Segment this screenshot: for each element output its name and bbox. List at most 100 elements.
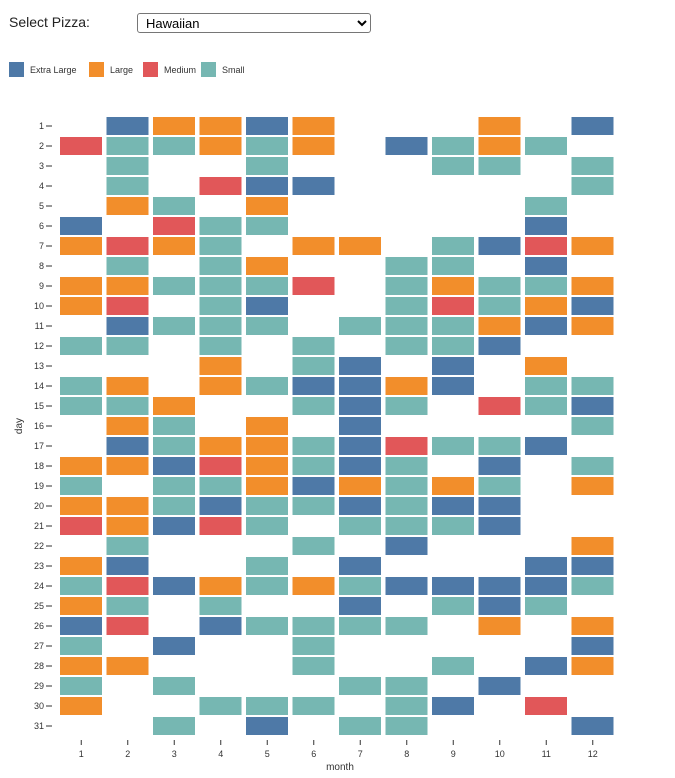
heatmap-cell bbox=[478, 237, 521, 255]
heatmap-cell bbox=[292, 697, 335, 715]
heatmap-cell bbox=[106, 377, 149, 395]
heatmap-cell bbox=[292, 397, 335, 415]
heatmap-cell bbox=[525, 257, 567, 275]
heatmap-cell bbox=[385, 537, 428, 555]
heatmap-cell bbox=[199, 217, 242, 235]
heatmap-cell bbox=[153, 517, 195, 535]
heatmap-cell bbox=[385, 257, 428, 275]
heatmap-cell bbox=[292, 477, 335, 495]
y-tick-label: 14 bbox=[34, 381, 44, 391]
legend-swatch-M bbox=[143, 62, 158, 77]
heatmap-cell bbox=[153, 237, 195, 255]
y-tick-label: 31 bbox=[34, 721, 44, 731]
heatmap-cell bbox=[432, 257, 474, 275]
y-tick-label: 7 bbox=[39, 241, 44, 251]
heatmap-cell bbox=[339, 557, 381, 575]
x-tick-label: 6 bbox=[311, 749, 316, 759]
y-tick-label: 25 bbox=[34, 601, 44, 611]
y-tick-label: 3 bbox=[39, 161, 44, 171]
heatmap-cell bbox=[571, 397, 614, 415]
heatmap-cell bbox=[153, 217, 195, 235]
heatmap-cell bbox=[432, 497, 474, 515]
heatmap-cell bbox=[339, 497, 381, 515]
heatmap-cell bbox=[246, 137, 288, 155]
heatmap-cell bbox=[106, 277, 149, 295]
heatmap-cell bbox=[571, 637, 614, 655]
heatmap-cell bbox=[60, 297, 102, 315]
y-tick-label: 27 bbox=[34, 641, 44, 651]
heatmap-cell bbox=[385, 577, 428, 595]
pizza-select[interactable]: Hawaiian bbox=[137, 13, 371, 33]
heatmap-cell bbox=[246, 197, 288, 215]
heatmap-cell bbox=[525, 197, 567, 215]
y-tick-label: 11 bbox=[35, 321, 44, 331]
heatmap-cell bbox=[60, 637, 102, 655]
legend-label: Medium bbox=[164, 65, 196, 75]
heatmap-cell bbox=[153, 477, 195, 495]
heatmap-cell bbox=[60, 617, 102, 635]
heatmap-cell bbox=[60, 517, 102, 535]
heatmap-cell bbox=[385, 457, 428, 475]
y-tick-label: 6 bbox=[39, 221, 44, 231]
heatmap-cell bbox=[106, 157, 149, 175]
heatmap-cell bbox=[339, 377, 381, 395]
heatmap-cell bbox=[153, 197, 195, 215]
heatmap-cell bbox=[478, 597, 521, 615]
heatmap-cell bbox=[385, 697, 428, 715]
heatmap-cell bbox=[246, 217, 288, 235]
heatmap-cell bbox=[106, 137, 149, 155]
heatmap-cell bbox=[478, 317, 521, 335]
heatmap-cell bbox=[199, 277, 242, 295]
heatmap-cell bbox=[246, 317, 288, 335]
x-tick-label: 1 bbox=[79, 749, 84, 759]
heatmap-cell bbox=[246, 497, 288, 515]
heatmap-cell bbox=[246, 437, 288, 455]
heatmap-cell bbox=[292, 137, 335, 155]
heatmap-cell bbox=[292, 637, 335, 655]
heatmap-cell bbox=[571, 717, 614, 735]
heatmap-cell bbox=[571, 177, 614, 195]
heatmap-cell bbox=[385, 717, 428, 735]
heatmap-cell bbox=[339, 517, 381, 535]
heatmap-cell bbox=[432, 297, 474, 315]
heatmap-cell bbox=[478, 277, 521, 295]
x-tick-label: 11 bbox=[542, 749, 551, 759]
heatmap-cell bbox=[571, 317, 614, 335]
heatmap-cell bbox=[571, 377, 614, 395]
heatmap-cell bbox=[432, 277, 474, 295]
heatmap-cell bbox=[385, 617, 428, 635]
heatmap-cell bbox=[106, 257, 149, 275]
heatmap-cell bbox=[478, 577, 521, 595]
heatmap-cell bbox=[246, 417, 288, 435]
heatmap-cell bbox=[292, 497, 335, 515]
y-tick-label: 26 bbox=[34, 621, 44, 631]
x-tick-label: 9 bbox=[451, 749, 456, 759]
heatmap-cell bbox=[432, 657, 474, 675]
heatmap-cell bbox=[60, 457, 102, 475]
legend-swatch-S bbox=[201, 62, 216, 77]
heatmap-cell bbox=[60, 477, 102, 495]
heatmap-cell bbox=[571, 617, 614, 635]
heatmap-cell bbox=[432, 157, 474, 175]
heatmap-cell bbox=[199, 177, 242, 195]
heatmap-cell bbox=[292, 177, 335, 195]
heatmap-cell bbox=[246, 157, 288, 175]
heatmap-cell bbox=[432, 697, 474, 715]
heatmap-cell bbox=[153, 677, 195, 695]
heatmap-cell bbox=[199, 477, 242, 495]
heatmap-cell bbox=[246, 457, 288, 475]
heatmap-cell bbox=[432, 517, 474, 535]
heatmap-cell bbox=[525, 297, 567, 315]
heatmap-cell bbox=[106, 577, 149, 595]
heatmap-cell bbox=[432, 577, 474, 595]
y-tick-label: 12 bbox=[34, 341, 44, 351]
heatmap-cell bbox=[339, 417, 381, 435]
heatmap-cell bbox=[246, 557, 288, 575]
x-axis: 1 2 3 4 5 6 7 8 9 10 11 12 bbox=[79, 740, 598, 759]
heatmap-cell bbox=[246, 377, 288, 395]
y-tick-label: 13 bbox=[34, 361, 44, 371]
heatmap-cell bbox=[525, 317, 567, 335]
y-axis-title: day bbox=[14, 418, 25, 434]
heatmap-cell bbox=[478, 457, 521, 475]
heatmap-cells bbox=[60, 117, 614, 735]
